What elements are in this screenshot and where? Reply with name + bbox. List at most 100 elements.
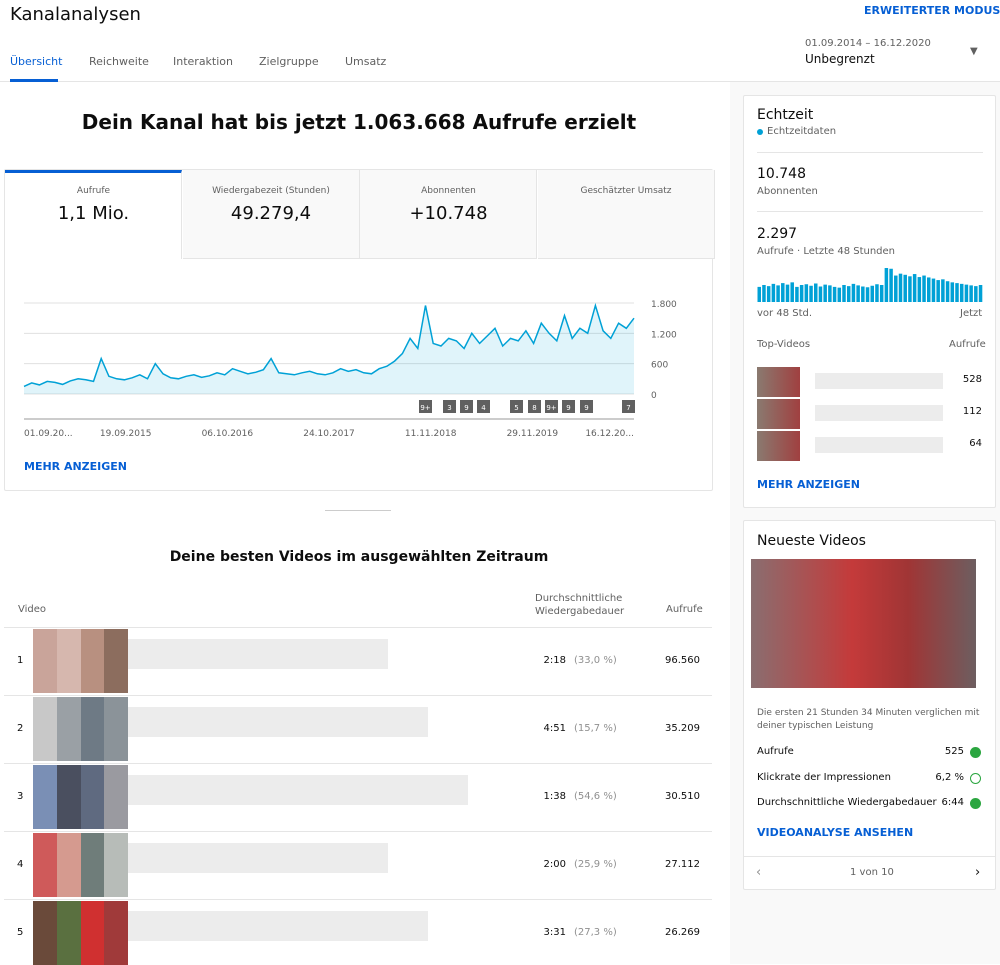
title-blur[interactable] [128, 707, 428, 737]
pixel [33, 854, 57, 876]
title-blur[interactable] [128, 775, 468, 805]
pixel [33, 943, 57, 965]
metric-value: 6,2 % [935, 771, 964, 783]
bar [762, 285, 766, 302]
views: 26.269 [665, 927, 700, 938]
pixel [33, 875, 57, 897]
subs-label: Abonnenten [757, 186, 818, 197]
metric-label: Wiedergabezeit (Stunden) [212, 186, 330, 196]
pixel [56, 922, 81, 944]
event-label: 9+ [420, 404, 430, 412]
pixel [104, 901, 128, 923]
pixel [104, 718, 128, 740]
pixel [33, 901, 57, 923]
advanced-mode[interactable]: ERWEITERTER MODUS [864, 4, 1000, 17]
more-link[interactable]: MEHR ANZEIGEN [24, 460, 128, 473]
pixel [80, 786, 105, 808]
thumbnail[interactable] [33, 697, 128, 761]
pixel [104, 807, 128, 829]
title-blur[interactable] [815, 437, 943, 453]
event-marker [419, 400, 432, 413]
event-label: 9 [464, 404, 468, 412]
rank: 3 [17, 791, 24, 802]
bar [776, 285, 780, 302]
x-tick-label: 29.11.2019 [507, 429, 559, 439]
duration: 2:18 [543, 655, 566, 666]
tab[interactable]: Umsatz [345, 55, 387, 68]
thumbnail[interactable] [757, 367, 800, 397]
bar [936, 280, 940, 302]
bar [766, 286, 771, 302]
metric-tab[interactable] [360, 170, 537, 259]
pixel [56, 833, 81, 855]
bar [927, 277, 931, 302]
col-video: Video [18, 604, 47, 615]
pixel [56, 854, 81, 876]
title-blur[interactable] [128, 911, 428, 941]
percent: (54,6 %) [574, 791, 617, 802]
x-tick-label: 11.11.2018 [405, 429, 457, 439]
event-label: 8 [532, 404, 536, 412]
event-marker [580, 400, 593, 413]
title-blur[interactable] [815, 405, 943, 421]
pixel [80, 697, 105, 719]
pixel [80, 833, 105, 855]
next[interactable]: › [975, 865, 981, 880]
thumbnail[interactable] [33, 833, 128, 897]
status-icon [970, 747, 981, 758]
pixel [104, 786, 128, 808]
pixel [80, 671, 105, 693]
bar [908, 276, 912, 302]
bar [771, 283, 776, 302]
metric-label: Geschätzter Umsatz [580, 186, 672, 196]
metric-tab[interactable] [182, 170, 360, 259]
pixel [33, 922, 57, 944]
prev[interactable]: ‹ [756, 865, 762, 880]
line [23, 302, 635, 388]
thumbnail[interactable] [757, 431, 800, 461]
thumbnail[interactable] [33, 629, 128, 693]
tab[interactable]: Interaktion [173, 55, 234, 68]
bar [804, 284, 809, 302]
period[interactable]: Unbegrenzt [805, 52, 875, 66]
event-marker [510, 400, 523, 413]
tab[interactable]: Reichweite [89, 55, 149, 68]
y-tick-label: 1.200 [651, 330, 677, 340]
rank: 4 [17, 859, 24, 870]
x-tick-label: 06.10.2016 [202, 429, 254, 439]
views: 35.209 [665, 723, 700, 734]
percent: (15,7 %) [574, 723, 617, 734]
bar [917, 277, 922, 302]
tab[interactable]: Zielgruppe [259, 55, 319, 68]
metric-tab[interactable] [5, 170, 182, 259]
x-tick-label: 24.10.2017 [303, 429, 355, 439]
pixel [80, 807, 105, 829]
pixel [33, 833, 57, 855]
bar [974, 286, 978, 302]
pixel [104, 875, 128, 897]
x-tick-label: 19.09.2015 [100, 429, 152, 439]
tab[interactable]: Übersicht [10, 55, 63, 68]
metric-label: Abonnenten [421, 186, 476, 196]
title-blur[interactable] [128, 639, 388, 669]
table-title: Deine besten Videos im ausgewählten Zeit… [169, 549, 549, 565]
more-link[interactable]: MEHR ANZEIGEN [757, 478, 861, 491]
title-blur[interactable] [128, 843, 388, 873]
thumbnail[interactable] [757, 399, 800, 429]
metric-label: Aufrufe [76, 186, 111, 196]
thumbnail[interactable] [33, 901, 128, 965]
title-blur[interactable] [815, 373, 943, 389]
thumbnail[interactable] [33, 765, 128, 829]
pixel [104, 697, 128, 719]
percent: (25,9 %) [574, 859, 617, 870]
pixel [104, 739, 128, 761]
bar [884, 268, 889, 302]
pixel [104, 943, 128, 965]
bar [814, 283, 818, 302]
dropdown-icon[interactable]: ▼ [970, 46, 978, 57]
analysis-link[interactable]: VIDEOANALYSE ANSEHEN [757, 826, 914, 839]
thumbnail[interactable] [751, 559, 976, 688]
row-divider [4, 899, 712, 900]
metric-tab[interactable] [537, 170, 715, 259]
col-views: Aufrufe [666, 604, 703, 615]
